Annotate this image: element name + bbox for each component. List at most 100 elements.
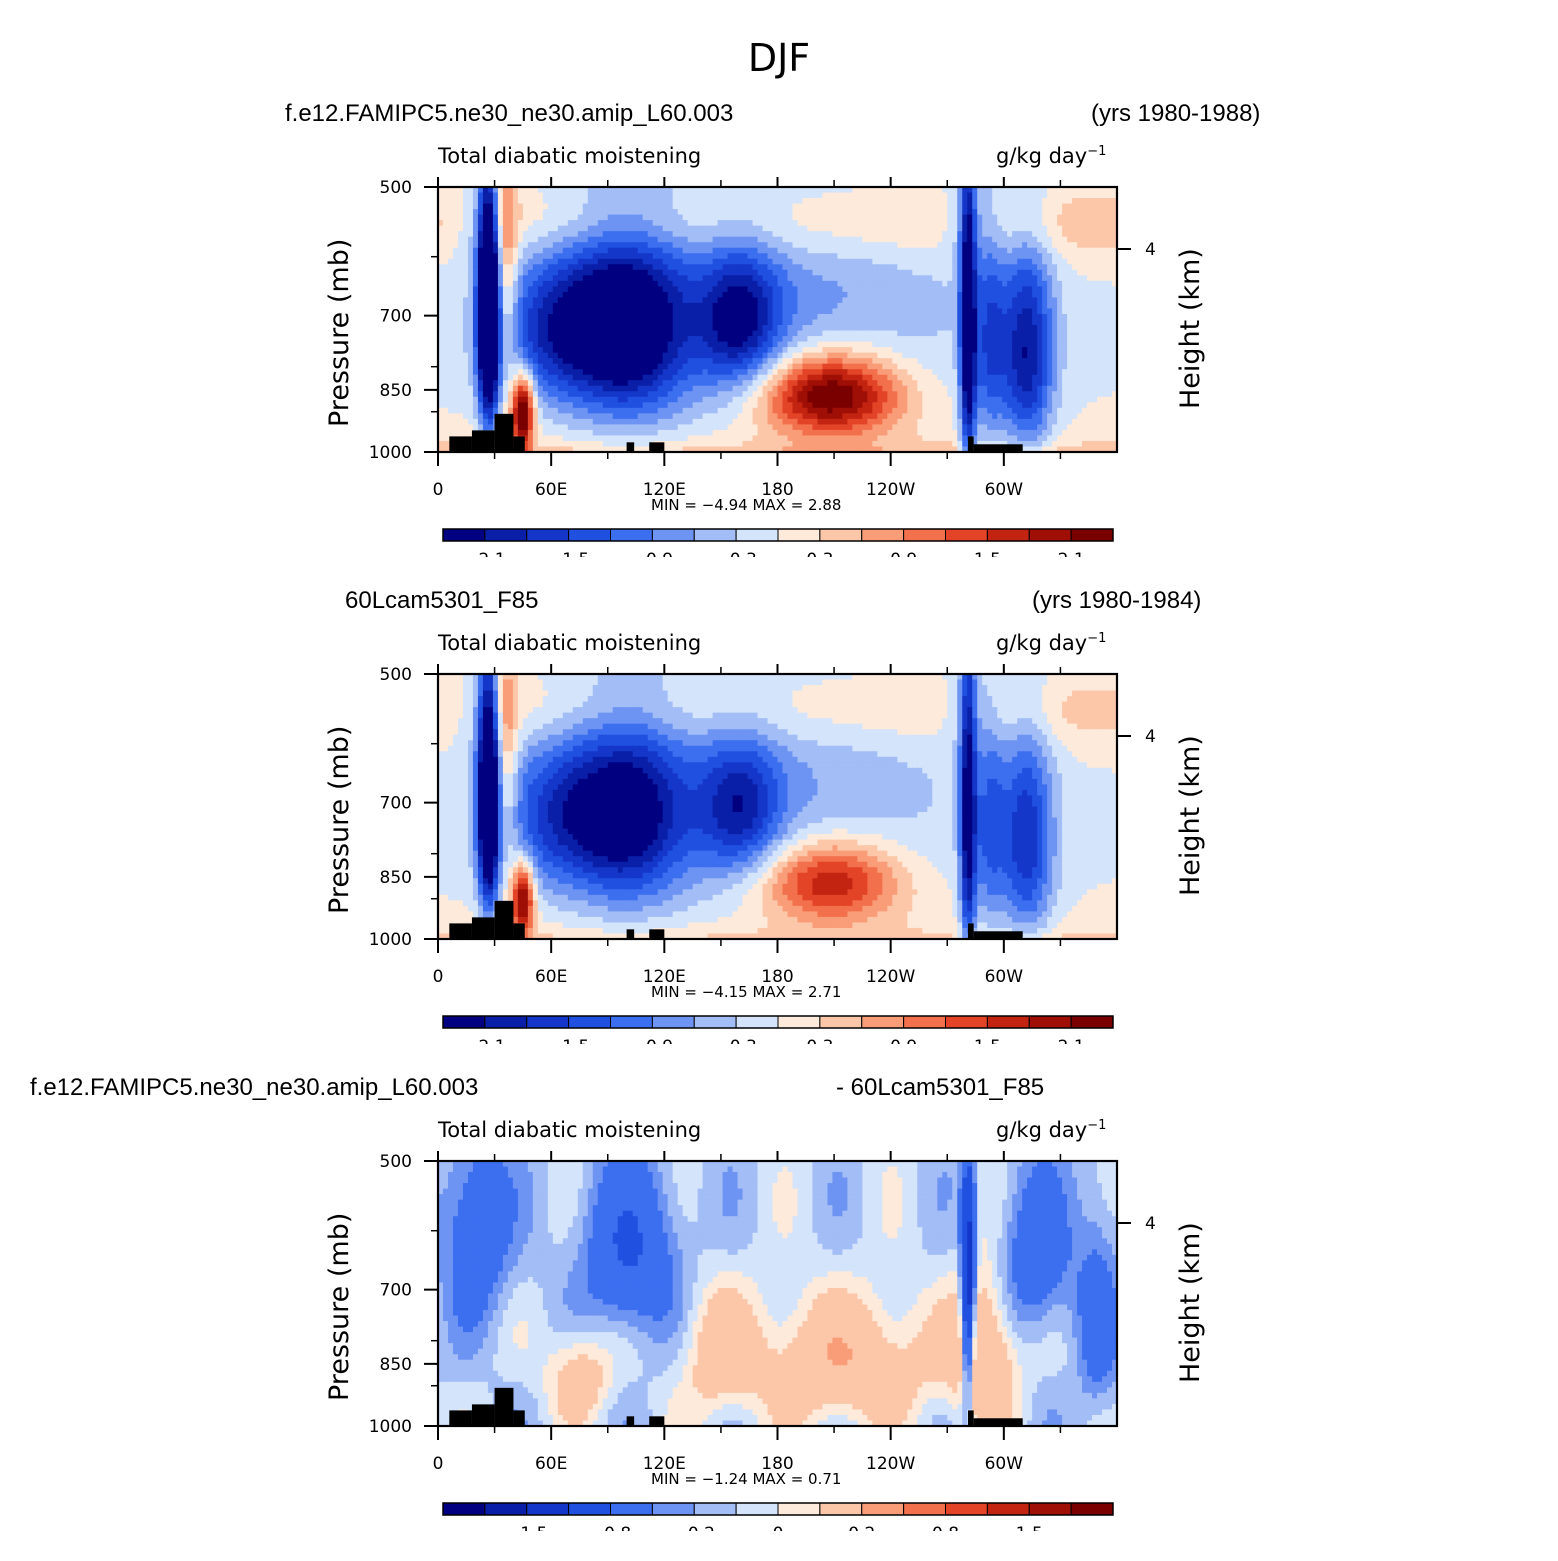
heatmap-cell	[1032, 308, 1038, 315]
heatmap-cell	[462, 352, 469, 359]
heatmap-cell	[737, 187, 744, 194]
heatmap-cell	[1032, 192, 1038, 199]
heatmap-cell	[612, 203, 619, 210]
heatmap-cell	[867, 253, 873, 260]
heatmap-cell	[872, 297, 878, 304]
heatmap-cell	[452, 347, 459, 354]
heatmap-cell	[612, 280, 619, 287]
heatmap-cell	[1027, 341, 1033, 348]
heatmap-cell	[927, 225, 933, 232]
heatmap-cell	[472, 308, 479, 315]
heatmap-cell	[572, 319, 579, 326]
heatmap-cell	[472, 369, 479, 376]
heatmap-cell	[827, 187, 834, 194]
heatmap-cell	[652, 308, 659, 315]
heatmap-cell	[1022, 352, 1028, 359]
heatmap-cell	[647, 330, 654, 337]
heatmap-cell	[447, 341, 454, 348]
heatmap-cell	[1112, 220, 1118, 227]
heatmap-cell	[1072, 297, 1078, 304]
heatmap-cell	[727, 352, 734, 359]
heatmap-cell	[957, 209, 963, 216]
heatmap-cell	[697, 313, 704, 321]
heatmap-cell	[562, 203, 569, 210]
heatmap-cell	[517, 247, 524, 254]
heatmap-cell	[932, 225, 938, 232]
heatmap-cell	[527, 192, 534, 199]
heatmap-cell	[862, 203, 868, 210]
heatmap-cell	[637, 347, 644, 354]
heatmap-cell	[457, 231, 464, 238]
heatmap-cell	[632, 330, 639, 337]
heatmap-cell	[697, 363, 704, 370]
heatmap-cell	[537, 385, 544, 392]
heatmap-cell	[502, 319, 509, 326]
heatmap-cell	[552, 286, 559, 293]
heatmap-cell	[907, 313, 913, 321]
heatmap-cell	[757, 347, 764, 354]
heatmap-cell	[812, 214, 819, 221]
heatmap-cell	[602, 341, 609, 348]
heatmap-cell	[917, 325, 923, 332]
heatmap-cell	[542, 363, 549, 370]
heatmap-cell	[447, 264, 454, 271]
heatmap-cell	[947, 209, 953, 216]
heatmap-cell	[1092, 203, 1098, 210]
heatmap-cell	[767, 313, 774, 321]
heatmap-cell	[1012, 358, 1018, 365]
heatmap-cell	[952, 214, 958, 221]
heatmap-cell	[887, 198, 893, 205]
heatmap-cell	[822, 374, 829, 381]
heatmap-cell	[952, 336, 958, 343]
heatmap-cell	[787, 225, 794, 232]
heatmap-cell	[592, 275, 599, 282]
heatmap-cell	[977, 231, 983, 238]
heatmap-cell	[712, 286, 719, 293]
heatmap-cell	[1067, 264, 1073, 271]
heatmap-cell	[452, 286, 459, 293]
heatmap-cell	[1097, 203, 1103, 210]
heatmap-cell	[462, 336, 469, 343]
heatmap-cell	[1087, 209, 1093, 216]
heatmap-cell	[1087, 380, 1093, 387]
heatmap-cell	[547, 258, 554, 265]
heatmap-cell	[862, 220, 868, 227]
heatmap-cell	[947, 203, 953, 210]
heatmap-cell	[802, 374, 809, 381]
heatmap-cell	[712, 336, 719, 343]
heatmap-cell	[802, 203, 809, 210]
heatmap-cell	[777, 264, 784, 271]
heatmap-cell	[1107, 258, 1113, 265]
heatmap-cell	[997, 247, 1003, 254]
heatmap-cell	[907, 347, 913, 354]
heatmap-cell	[1057, 187, 1063, 194]
heatmap-cell	[732, 198, 739, 205]
heatmap-cell	[802, 242, 809, 249]
heatmap-cell	[527, 363, 534, 370]
heatmap-cell	[592, 286, 599, 293]
heatmap-cell	[537, 363, 544, 370]
heatmap-cell	[812, 352, 819, 359]
heatmap-cell	[1097, 220, 1103, 227]
heatmap-cell	[452, 385, 459, 392]
heatmap-cell	[547, 214, 554, 221]
heatmap-cell	[547, 264, 554, 271]
heatmap-cell	[927, 187, 933, 194]
heatmap-cell	[637, 209, 644, 216]
heatmap-cell	[587, 341, 594, 348]
heatmap-cell	[822, 187, 829, 194]
heatmap-cell	[857, 369, 863, 376]
heatmap-cell	[907, 220, 913, 227]
heatmap-cell	[1087, 308, 1093, 315]
heatmap-cell	[737, 275, 744, 282]
heatmap-cell	[672, 269, 679, 276]
heatmap-cell	[497, 291, 504, 299]
heatmap-cell	[727, 220, 734, 227]
heatmap-cell	[737, 253, 744, 260]
heatmap-cell	[992, 308, 998, 315]
heatmap-cell	[482, 297, 489, 304]
heatmap-cell	[517, 275, 524, 282]
heatmap-cell	[672, 286, 679, 293]
heatmap-cell	[562, 330, 569, 337]
heatmap-cell	[592, 341, 599, 348]
